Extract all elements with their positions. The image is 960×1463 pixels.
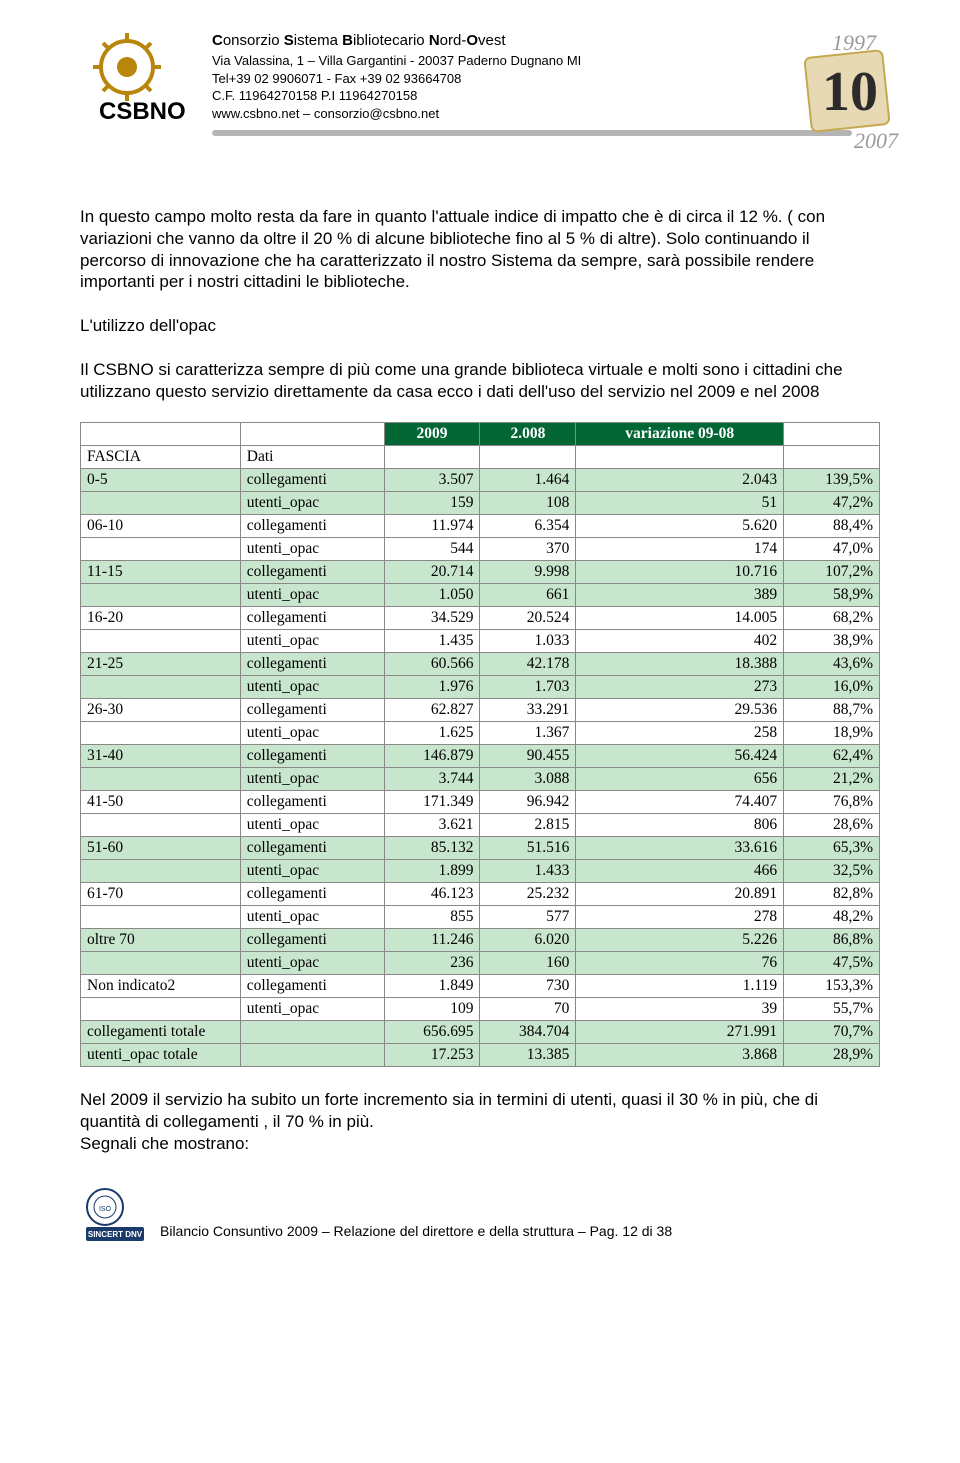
table-row: 06-10collegamenti11.9746.3545.62088,4% xyxy=(81,515,880,538)
table-row: utenti_opac1.9761.70327316,0% xyxy=(81,676,880,699)
opac-data-table: 2009 2.008 variazione 09-08 FASCIA Dati … xyxy=(80,422,880,1067)
table-row: 11-15collegamenti20.7149.99810.716107,2% xyxy=(81,561,880,584)
page-footer: ISO SINCERT DNV Bilancio Consuntivo 2009… xyxy=(80,1185,880,1245)
table-row: oltre 70collegamenti11.2466.0205.22686,8… xyxy=(81,929,880,952)
anniversary-badge: 1997 10 2007 xyxy=(780,26,920,156)
table-row: utenti_opac109703955,7% xyxy=(81,998,880,1021)
table-total-row: collegamenti totale656.695384.704271.991… xyxy=(81,1021,880,1044)
logo-csbno: CSBNO xyxy=(80,30,200,130)
table-total-row: utenti_opac totale17.25313.3853.86828,9% xyxy=(81,1044,880,1067)
table-row: utenti_opac1.4351.03340238,9% xyxy=(81,630,880,653)
table-row: utenti_opac1.8991.43346632,5% xyxy=(81,860,880,883)
table-row: 26-30collegamenti62.82733.29129.53688,7% xyxy=(81,699,880,722)
header-divider xyxy=(212,130,852,136)
table-row: 16-20collegamenti34.52920.52414.00568,2% xyxy=(81,607,880,630)
section-subtitle: L'utilizzo dell'opac xyxy=(80,315,880,337)
table-row: 0-5collegamenti3.5071.4642.043139,5% xyxy=(81,469,880,492)
table-row: utenti_opac1.05066138958,9% xyxy=(81,584,880,607)
svg-text:ISO: ISO xyxy=(99,1206,112,1213)
svg-text:2007: 2007 xyxy=(854,128,899,153)
body-paragraph-1: In questo campo molto resta da fare in q… xyxy=(80,206,880,293)
page-header: CSBNO Consorzio Sistema Bibliotecario No… xyxy=(80,30,880,136)
table-label-row: FASCIA Dati xyxy=(81,446,880,469)
svg-text:1997: 1997 xyxy=(832,30,877,55)
table-row: utenti_opac3.7443.08865621,2% xyxy=(81,768,880,791)
cert-badge-icon: ISO SINCERT DNV xyxy=(80,1185,150,1245)
table-row: 61-70collegamenti46.12325.23220.89182,8% xyxy=(81,883,880,906)
table-row: utenti_opac3.6212.81580628,6% xyxy=(81,814,880,837)
table-row: Non indicato2collegamenti1.8497301.11915… xyxy=(81,975,880,998)
svg-text:SINCERT DNV: SINCERT DNV xyxy=(88,1230,143,1239)
table-row: utenti_opac1591085147,2% xyxy=(81,492,880,515)
table-row: 41-50collegamenti171.34996.94274.40776,8… xyxy=(81,791,880,814)
svg-text:CSBNO: CSBNO xyxy=(99,98,186,125)
page-container: CSBNO Consorzio Sistema Bibliotecario No… xyxy=(0,0,960,1275)
body-paragraph-3: Nel 2009 il servizio ha subito un forte … xyxy=(80,1089,880,1154)
svg-text:10: 10 xyxy=(822,61,878,123)
footer-text: Bilancio Consuntivo 2009 – Relazione del… xyxy=(160,1223,672,1245)
table-row: 21-25collegamenti60.56642.17818.38843,6% xyxy=(81,653,880,676)
table-row: utenti_opac54437017447,0% xyxy=(81,538,880,561)
table-row: utenti_opac85557727848,2% xyxy=(81,906,880,929)
table-row: 31-40collegamenti146.87990.45556.42462,4… xyxy=(81,745,880,768)
table-row: 51-60collegamenti85.13251.51633.61665,3% xyxy=(81,837,880,860)
body-paragraph-2: Il CSBNO si caratterizza sempre di più c… xyxy=(80,359,880,403)
table-row: utenti_opac2361607647,5% xyxy=(81,952,880,975)
table-header-row: 2009 2.008 variazione 09-08 xyxy=(81,423,880,446)
table-row: utenti_opac1.6251.36725818,9% xyxy=(81,722,880,745)
